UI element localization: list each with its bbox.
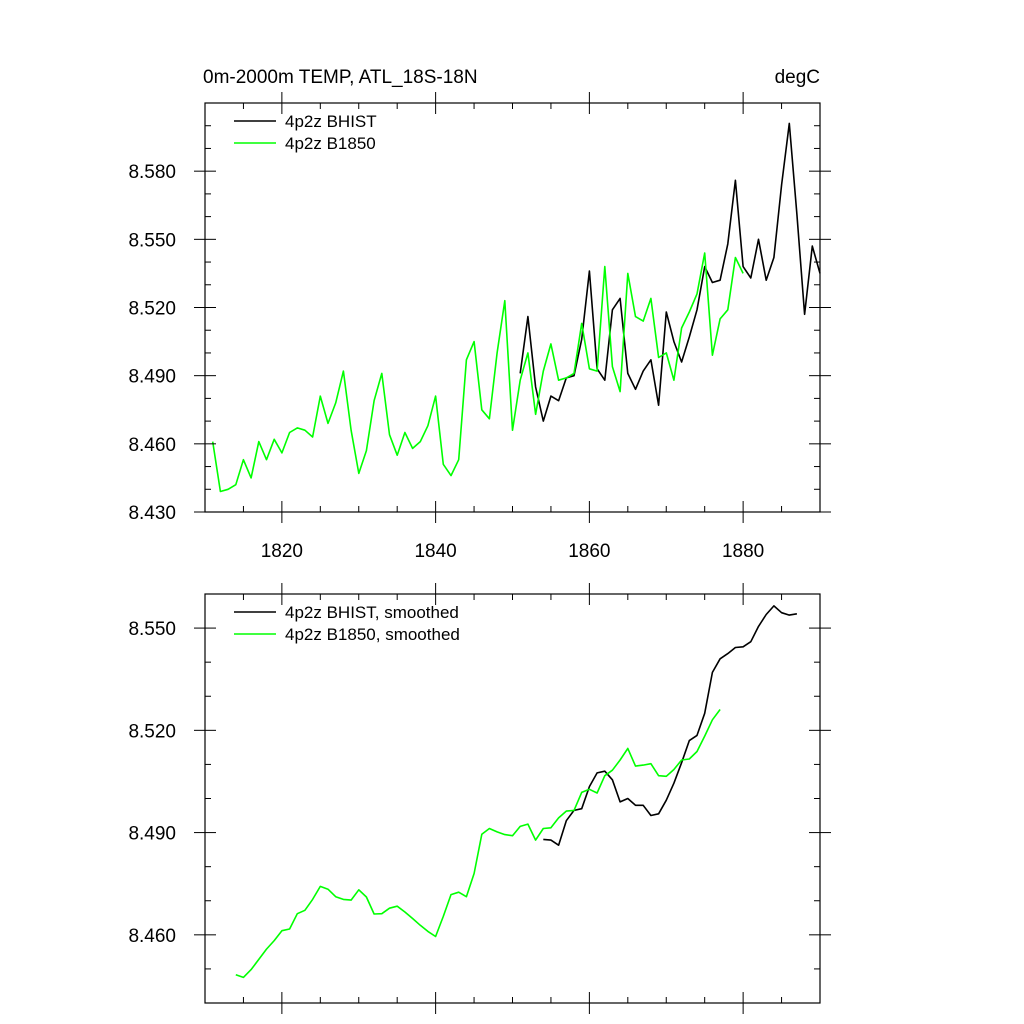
legend-label: 4p2z BHIST <box>285 112 377 131</box>
legend-label: 4p2z BHIST, smoothed <box>285 603 459 622</box>
chart-title: 0m-2000m TEMP, ATL_18S-18N <box>203 67 478 88</box>
y-tick-label: 8.460 <box>128 435 176 456</box>
bottom-panel: 8.460 8.490 8.520 8.550 4p2z BHIST, smoothe… <box>128 583 831 1014</box>
top-legend: 4p2z BHIST 4p2z B1850 <box>234 112 377 153</box>
legend-label: 4p2z B1850, smoothed <box>285 625 460 644</box>
y-tick-label: 8.520 <box>128 721 176 742</box>
series-line-b1850 <box>235 709 721 979</box>
top-axis-ticks <box>194 92 831 523</box>
y-tick-label: 8.490 <box>128 367 176 388</box>
y-tick-label: 8.520 <box>128 299 176 320</box>
y-tick-label: 8.460 <box>128 926 176 947</box>
bottom-legend: 4p2z BHIST, smoothed 4p2z B1850, smoothed <box>234 603 460 644</box>
top-tick-labels: 1820 1840 1860 1880 8.430 8.460 8.490 8.520 8.55… <box>128 162 764 562</box>
series-line-bhist <box>543 605 798 847</box>
bottom-tick-labels: 8.460 8.490 8.520 8.550 <box>128 619 176 947</box>
y-tick-label: 8.430 <box>128 503 176 524</box>
legend-label: 4p2z B1850 <box>285 134 376 153</box>
y-tick-label: 8.550 <box>128 619 176 640</box>
y-tick-label: 8.550 <box>128 230 176 251</box>
x-tick-label: 1860 <box>568 541 610 562</box>
x-tick-label: 1880 <box>722 541 764 562</box>
y-tick-label: 8.580 <box>128 162 176 183</box>
bottom-plot-frame <box>204 593 821 1004</box>
x-tick-label: 1840 <box>414 541 456 562</box>
top-panel: 0m-2000m TEMP, ATL_18S-18N degC 1820 1840… <box>128 67 831 562</box>
top-plot-frame <box>204 102 821 513</box>
series-line-b1850 <box>211 252 744 493</box>
bottom-series-group <box>235 605 798 979</box>
units-label: degC <box>775 67 820 88</box>
x-tick-label: 1820 <box>261 541 303 562</box>
top-series-group <box>211 122 821 493</box>
bottom-axis-ticks <box>194 583 831 1014</box>
series-line-bhist <box>519 122 821 422</box>
y-tick-label: 8.490 <box>128 824 176 845</box>
